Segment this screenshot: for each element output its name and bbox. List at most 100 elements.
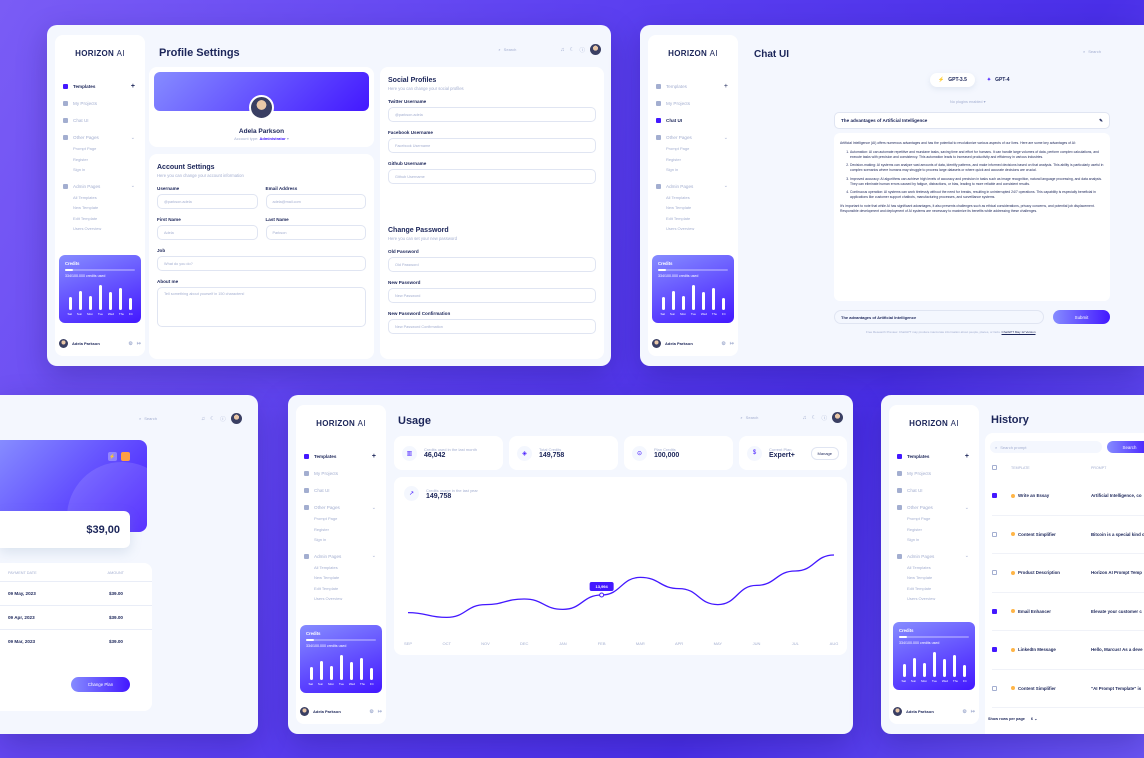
history-search-button[interactable]: Search — [1107, 441, 1144, 453]
nav-prompt-page[interactable]: Prompt Page — [314, 516, 338, 521]
change-plan-button[interactable]: Change Plan — [71, 677, 130, 692]
nav-users-overview[interactable]: Users Overview — [907, 596, 936, 601]
search-input[interactable]: ⌕ Search — [735, 412, 798, 423]
avatar[interactable] — [832, 412, 843, 423]
nav-prompt-page[interactable]: Prompt Page — [73, 146, 97, 151]
nav-new-template[interactable]: New Template — [666, 205, 692, 210]
table-row[interactable]: LinkedIn Message Hello, Marcus! As a deve — [992, 631, 1144, 670]
row-checkbox[interactable] — [992, 685, 997, 691]
row-checkbox[interactable] — [992, 570, 997, 576]
github-field[interactable]: Github Username — [388, 169, 596, 184]
table-row[interactable]: Content Simplifier Bitcoin is a special k… — [992, 516, 1144, 554]
twitter-field[interactable]: @parkson.adela — [388, 107, 596, 122]
table-row[interactable]: Write an Essay Artificial Intelligence, c… — [992, 477, 1144, 516]
nav-register[interactable]: Register — [314, 526, 329, 532]
nav-my-projects[interactable]: My Projects — [656, 95, 730, 112]
nav-all-templates[interactable]: All Templates — [314, 564, 338, 570]
plus-icon[interactable]: + — [964, 453, 969, 460]
logout-icon[interactable]: ↦ — [377, 708, 382, 715]
gear-icon[interactable]: ⚙ — [962, 708, 967, 715]
nav-templates[interactable]: Templates + — [656, 78, 730, 95]
nav-chat-ui[interactable]: Chat UI — [304, 482, 378, 499]
chat-input[interactable]: The advantages of Artificial Intelligenc… — [834, 310, 1044, 324]
highlight-point[interactable] — [599, 592, 605, 598]
nav-new-template[interactable]: New Template — [314, 575, 340, 580]
history-search-input[interactable]: ⌕ Search prompt — [990, 441, 1102, 453]
rows-per-page-select[interactable]: 6 ⌄ — [1030, 717, 1038, 721]
nav-register[interactable]: Register — [666, 156, 681, 162]
nav-sign-in[interactable]: Sign in — [73, 167, 86, 172]
nav-other-pages[interactable]: Other Pages ⌄ — [63, 129, 137, 146]
nav-my-projects[interactable]: My Projects — [897, 465, 971, 482]
logout-icon[interactable]: ↦ — [136, 340, 141, 347]
nav-chat-ui[interactable]: Chat UI — [656, 112, 730, 129]
avatar[interactable] — [590, 44, 601, 55]
username-field[interactable]: @parkson.adela — [157, 194, 258, 209]
new-password-field[interactable]: New Password — [388, 288, 596, 303]
avatar[interactable] — [893, 707, 902, 716]
nav-admin-pages[interactable]: Admin Pages ⌄ — [304, 548, 378, 565]
avatar[interactable] — [59, 339, 68, 348]
plugins-toggle[interactable]: No plugins enabled ▾ — [950, 100, 986, 104]
search-input[interactable]: ⌕ Search — [134, 413, 196, 424]
table-row[interactable]: Product Description Horizon AI Prompt Tem… — [992, 554, 1144, 593]
table-row[interactable]: Email Enhancer Elevate your customer c — [992, 593, 1144, 631]
table-row[interactable]: Content Simplifier "AI Prompt Template" i… — [992, 670, 1144, 708]
nav-edit-template[interactable]: Edit Template — [666, 215, 691, 221]
nav-other-pages[interactable]: Other Pages ⌄ — [897, 499, 971, 516]
nav-other-pages[interactable]: Other Pages ⌄ — [304, 499, 378, 516]
nav-all-templates[interactable]: All Templates — [73, 194, 97, 200]
info-icon[interactable]: ⓘ — [579, 47, 585, 54]
plus-icon[interactable]: + — [130, 83, 135, 90]
row-checkbox[interactable] — [992, 608, 997, 614]
facebook-field[interactable]: Facebook Username — [388, 138, 596, 153]
nav-admin-pages[interactable]: Admin Pages ⌄ — [63, 178, 137, 195]
logout-icon[interactable]: ↦ — [970, 708, 975, 715]
select-all-checkbox[interactable] — [992, 465, 997, 470]
manage-button[interactable]: Manage — [810, 446, 839, 460]
gear-icon[interactable]: ⚙ — [369, 708, 374, 715]
logout-icon[interactable]: ↦ — [729, 340, 734, 347]
nav-new-template[interactable]: New Template — [73, 205, 99, 210]
info-icon[interactable]: ⓘ — [220, 416, 226, 423]
bell-icon[interactable]: ♫ — [802, 414, 807, 421]
nav-register[interactable]: Register — [907, 526, 922, 532]
row-checkbox[interactable] — [992, 647, 997, 653]
search-input[interactable]: ⌕ Search — [1078, 46, 1140, 57]
model-gpt35-tab[interactable]: ⚡ GPT-3.5 — [930, 73, 975, 87]
moon-icon[interactable]: ☾ — [569, 46, 575, 53]
moon-icon[interactable]: ☾ — [811, 414, 817, 421]
nav-new-template[interactable]: New Template — [907, 575, 933, 580]
gear-icon[interactable]: ⚙ — [128, 340, 133, 347]
nav-other-pages[interactable]: Other Pages ⌄ — [656, 129, 730, 146]
avatar[interactable] — [300, 707, 309, 716]
nav-chat-ui[interactable]: Chat UI — [897, 482, 971, 499]
nav-register[interactable]: Register — [73, 156, 88, 162]
nav-users-overview[interactable]: Users Overview — [314, 596, 343, 601]
old-password-field[interactable]: Old Password — [388, 257, 596, 272]
bell-icon[interactable]: ♫ — [560, 46, 565, 53]
confirm-password-field[interactable]: New Password Confirmation — [388, 319, 596, 334]
plus-icon[interactable]: + — [723, 83, 728, 90]
avatar[interactable] — [230, 413, 242, 424]
gear-icon[interactable]: ⚙ — [721, 340, 726, 347]
nav-edit-template[interactable]: Edit Template — [73, 215, 98, 221]
nav-prompt-page[interactable]: Prompt Page — [666, 146, 690, 151]
nav-edit-template[interactable]: Edit Template — [907, 585, 932, 591]
nav-sign-in[interactable]: Sign in — [907, 537, 920, 542]
nav-templates[interactable]: Templates + — [63, 78, 137, 95]
nav-all-templates[interactable]: All Templates — [907, 564, 931, 570]
nav-users-overview[interactable]: Users Overview — [666, 226, 695, 231]
edit-icon[interactable]: ✎ — [1099, 117, 1103, 123]
nav-admin-pages[interactable]: Admin Pages ⌄ — [656, 178, 730, 195]
version-link[interactable]: ChatGPT May 12 Version — [1001, 330, 1036, 334]
profile-avatar[interactable] — [249, 95, 274, 120]
first-name-field[interactable]: Adela — [157, 225, 258, 240]
nav-admin-pages[interactable]: Admin Pages ⌄ — [897, 548, 971, 565]
last-name-field[interactable]: Parkson — [265, 225, 366, 240]
job-field[interactable]: What do you do? — [157, 256, 366, 271]
nav-sign-in[interactable]: Sign in — [314, 537, 327, 542]
nav-templates[interactable]: Templates + — [897, 448, 971, 465]
search-input[interactable]: ⌕ Search — [493, 44, 556, 55]
nav-users-overview[interactable]: Users Overview — [73, 226, 102, 231]
